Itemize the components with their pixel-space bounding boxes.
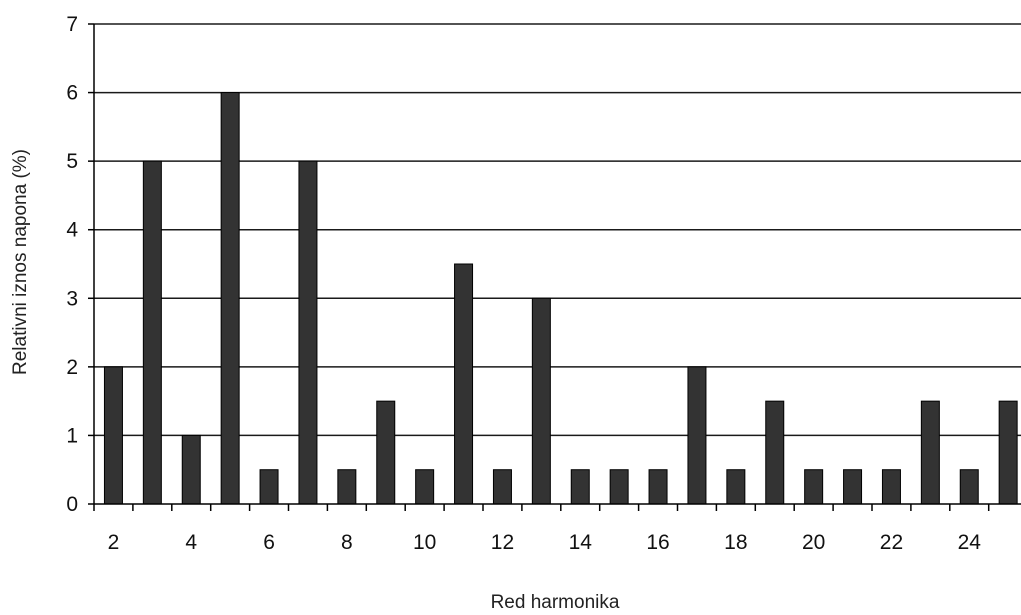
bar-harmonic-23 [920,400,940,505]
bars [103,92,1018,505]
x-tick-label-20: 20 [802,531,825,554]
bar-harmonic-19 [765,400,785,505]
bar-harmonic-10 [415,469,435,505]
gridlines [94,23,1021,437]
bar-harmonic-11 [454,263,474,505]
bar-harmonic-20 [804,469,824,505]
bar-harmonic-15 [609,469,629,505]
y-tick-label-0: 0 [66,493,78,516]
bar-harmonic-2 [103,366,123,505]
bar-harmonic-4 [181,434,201,505]
y-tick-label-7: 7 [66,13,78,36]
bar-harmonic-25 [998,400,1018,505]
x-tick-label-12: 12 [491,531,514,554]
bar-harmonic-18 [726,469,746,505]
bar-harmonic-6 [259,469,279,505]
bar-harmonic-14 [570,469,590,505]
axes [88,23,1021,511]
y-tick-label-5: 5 [66,150,78,173]
bar-harmonic-21 [843,469,863,505]
x-tick-label-16: 16 [646,531,669,554]
bar-harmonic-8 [337,469,357,505]
bar-harmonic-9 [376,400,396,505]
bar-harmonic-3 [142,160,162,505]
x-tick-label-4: 4 [185,531,197,554]
bar-harmonic-13 [531,297,551,505]
x-tick-label-6: 6 [263,531,275,554]
bar-harmonic-17 [687,366,707,505]
bar-harmonic-16 [648,469,668,505]
x-tick-label-22: 22 [880,531,903,554]
x-tick-label-8: 8 [341,531,353,554]
bar-harmonic-5 [220,92,240,505]
y-tick-label-1: 1 [66,424,78,447]
y-axis-title: Relativni iznos napona (%) [10,149,31,375]
x-tick-label-24: 24 [958,531,982,554]
y-tick-label-3: 3 [66,287,78,310]
bar-harmonic-12 [492,469,512,505]
x-tick-label-10: 10 [413,531,436,554]
x-tick-label-14: 14 [569,531,593,554]
x-tick-label-18: 18 [724,531,747,554]
x-tick-label-2: 2 [108,531,120,554]
x-axis-title: Red harmonika [491,592,620,613]
y-tick-label-2: 2 [66,356,78,379]
bar-harmonic-22 [881,469,901,505]
bar-harmonic-24 [959,469,979,505]
y-tick-label-4: 4 [66,219,78,242]
bar-harmonic-7 [298,160,318,505]
y-tick-label-6: 6 [66,82,78,105]
